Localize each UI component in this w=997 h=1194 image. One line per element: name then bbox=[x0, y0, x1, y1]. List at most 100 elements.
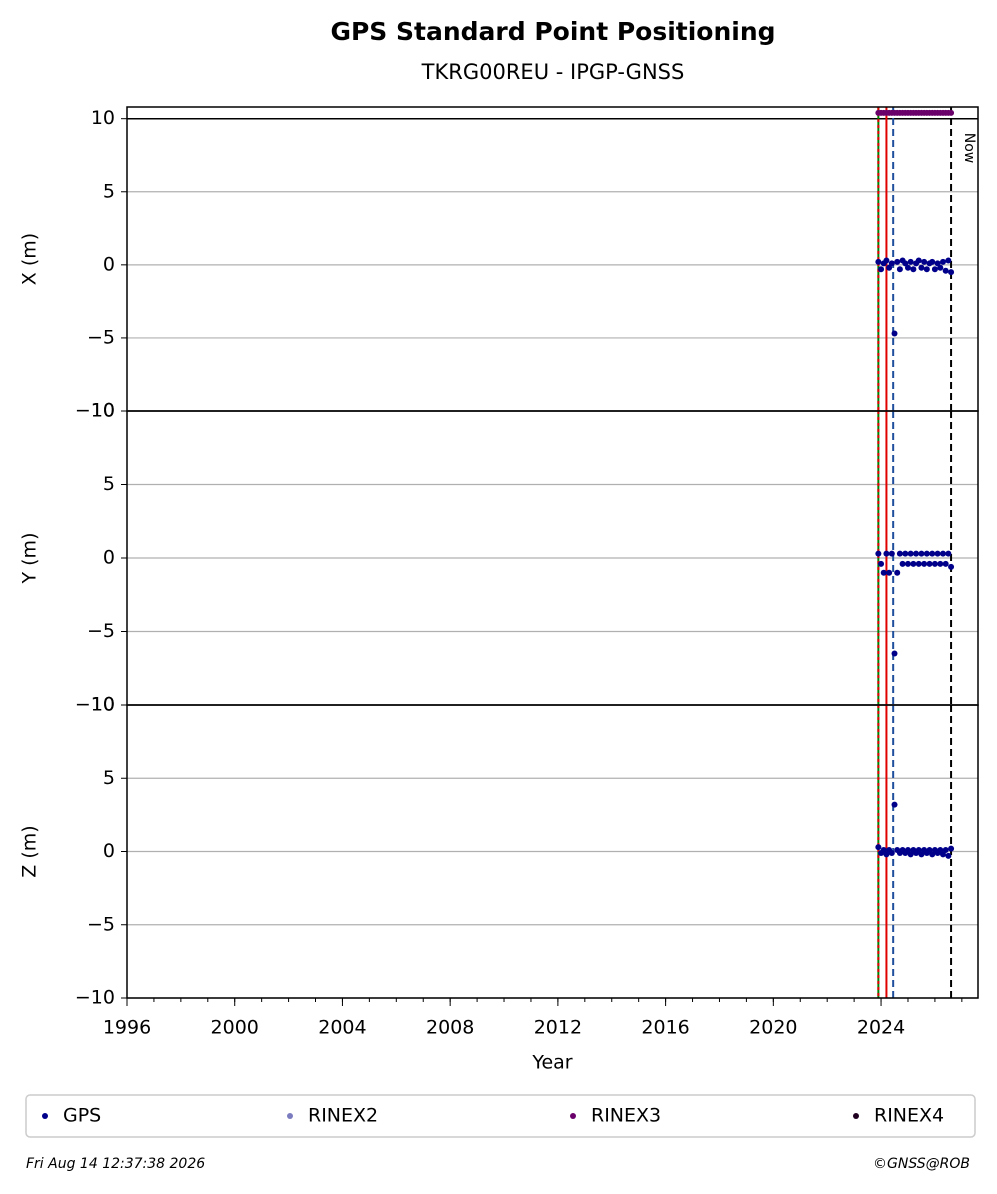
data-point bbox=[921, 258, 928, 265]
data-point bbox=[899, 560, 906, 567]
data-point bbox=[929, 550, 936, 557]
data-point bbox=[915, 847, 922, 854]
data-point bbox=[918, 550, 925, 557]
data-point bbox=[931, 266, 938, 273]
legend-marker bbox=[287, 1113, 293, 1119]
data-point bbox=[907, 550, 914, 557]
data-point bbox=[894, 258, 901, 265]
legend-label: RINEX3 bbox=[591, 1105, 661, 1127]
data-point bbox=[875, 550, 882, 557]
x-tick-label: 2012 bbox=[534, 1017, 582, 1039]
chart-title: GPS Standard Point Positioning bbox=[330, 17, 775, 46]
data-point bbox=[910, 560, 917, 567]
y-tick-label: 10 bbox=[91, 694, 115, 716]
footer-credit: ©GNSS@ROB bbox=[873, 1156, 970, 1172]
data-point bbox=[883, 257, 890, 264]
data-point bbox=[880, 847, 887, 854]
data-point bbox=[942, 267, 949, 274]
data-point bbox=[904, 847, 911, 854]
y-tick-label: 10 bbox=[91, 107, 115, 129]
y-tick-label: 0 bbox=[103, 840, 115, 862]
legend-box bbox=[25, 1094, 976, 1138]
legend-label: RINEX2 bbox=[308, 1105, 378, 1127]
data-point bbox=[915, 257, 922, 264]
data-point bbox=[918, 264, 925, 271]
data-point bbox=[942, 847, 949, 854]
y-tick-label: 10 bbox=[91, 400, 115, 422]
y-tick-label: 5 bbox=[103, 767, 115, 789]
data-point bbox=[888, 260, 895, 267]
data-point bbox=[948, 845, 955, 852]
y-tick-label: 5 bbox=[103, 180, 115, 202]
data-point bbox=[904, 560, 911, 567]
data-point bbox=[939, 550, 946, 557]
data-point bbox=[945, 550, 952, 557]
x-tick-label: 2008 bbox=[426, 1017, 474, 1039]
data-point bbox=[878, 560, 885, 567]
data-point bbox=[886, 264, 893, 271]
data-point bbox=[915, 560, 922, 567]
legend-label: RINEX4 bbox=[874, 1105, 944, 1127]
data-point bbox=[913, 550, 920, 557]
data-point bbox=[888, 849, 895, 856]
data-point bbox=[907, 258, 914, 265]
data-point bbox=[904, 264, 911, 271]
data-point bbox=[896, 550, 903, 557]
y-axis-label: Z (m) bbox=[19, 825, 41, 877]
data-point bbox=[910, 266, 917, 273]
data-point bbox=[942, 560, 949, 567]
y-tick-label: 0 bbox=[103, 253, 115, 275]
x-tick-label: 2020 bbox=[749, 1017, 797, 1039]
plot-frame bbox=[126, 106, 979, 412]
y-axis-label: Y (m) bbox=[19, 533, 41, 585]
chart-subtitle: TKRG00REU - IPGP-GNSS bbox=[421, 60, 685, 84]
data-point bbox=[883, 851, 890, 858]
data-point bbox=[948, 563, 955, 570]
data-point bbox=[883, 550, 890, 557]
data-point bbox=[902, 550, 909, 557]
y-tick-label: −10 bbox=[75, 400, 115, 422]
x-tick-label: 2000 bbox=[211, 1017, 259, 1039]
data-point bbox=[937, 560, 944, 567]
data-point bbox=[880, 569, 887, 576]
data-point bbox=[929, 258, 936, 265]
x-tick-label: 1996 bbox=[103, 1017, 151, 1039]
data-point bbox=[923, 550, 930, 557]
plot-frame bbox=[126, 704, 979, 999]
data-point bbox=[896, 266, 903, 273]
y-tick-label: −5 bbox=[87, 326, 115, 348]
data-point bbox=[875, 258, 882, 265]
x-tick-label: 2024 bbox=[857, 1017, 905, 1039]
legend-marker bbox=[42, 1113, 48, 1119]
x-axis-label: Year bbox=[531, 1052, 572, 1074]
data-point bbox=[929, 851, 936, 858]
y-tick-label: −5 bbox=[87, 620, 115, 642]
y-tick-label: −5 bbox=[87, 913, 115, 935]
legend-marker bbox=[853, 1113, 859, 1119]
data-point bbox=[937, 847, 944, 854]
data-point bbox=[891, 650, 898, 657]
data-point bbox=[937, 264, 944, 271]
legend-label: GPS bbox=[63, 1105, 101, 1127]
data-point bbox=[923, 266, 930, 273]
data-point bbox=[948, 269, 955, 276]
data-point bbox=[891, 330, 898, 337]
data-point bbox=[907, 851, 914, 858]
data-point bbox=[886, 569, 893, 576]
data-point bbox=[891, 801, 898, 808]
data-point bbox=[888, 550, 895, 557]
data-point bbox=[926, 847, 933, 854]
data-point bbox=[939, 258, 946, 265]
data-point bbox=[902, 260, 909, 267]
data-point bbox=[934, 260, 941, 267]
data-point bbox=[878, 266, 885, 273]
data-point bbox=[931, 560, 938, 567]
data-point bbox=[945, 257, 952, 264]
data-point bbox=[939, 851, 946, 858]
y-tick-label: 5 bbox=[103, 473, 115, 495]
x-tick-label: 2016 bbox=[641, 1017, 689, 1039]
data-point bbox=[875, 844, 882, 851]
data-point bbox=[926, 560, 933, 567]
x-tick-label: 2004 bbox=[318, 1017, 366, 1039]
